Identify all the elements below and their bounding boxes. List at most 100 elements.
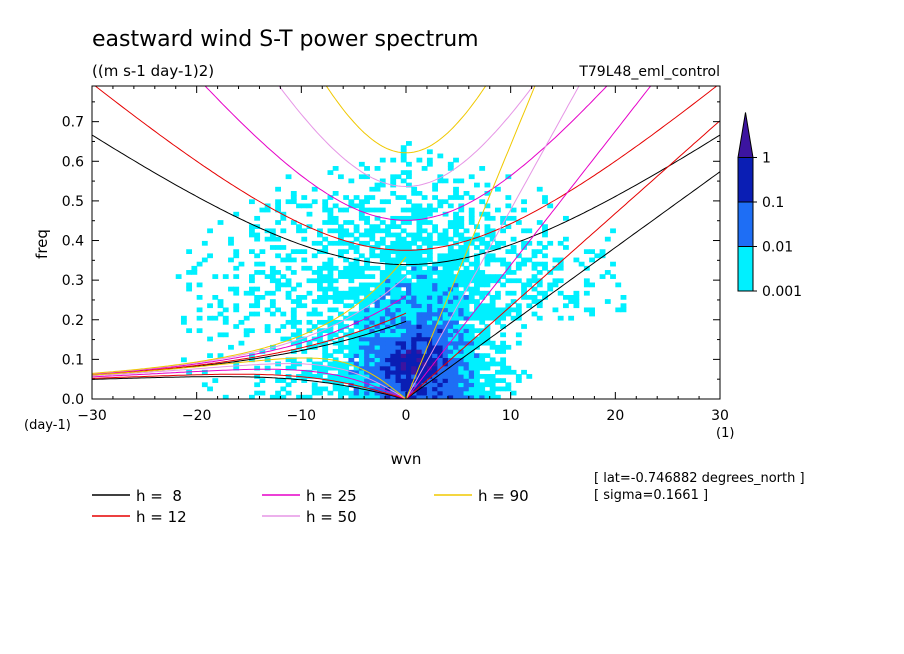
power-cell (269, 278, 276, 284)
power-cell (463, 336, 470, 342)
power-cell (395, 382, 402, 388)
power-cell (411, 265, 418, 271)
power-cell (447, 311, 454, 317)
power-cell (594, 253, 601, 259)
power-cell (458, 394, 465, 399)
power-cell (390, 220, 397, 225)
power-cell (583, 278, 590, 284)
power-cell (458, 253, 465, 259)
power-cell (306, 311, 313, 317)
power-cell (500, 274, 507, 279)
power-cell (327, 328, 334, 334)
colorbar-label: 0.1 (762, 195, 784, 211)
power-cell (432, 374, 438, 379)
power-cell (317, 332, 323, 338)
power-cell (437, 378, 444, 383)
power-cell (390, 336, 397, 342)
power-cell (285, 253, 292, 259)
power-cell (557, 290, 564, 296)
power-cell (254, 236, 261, 242)
power-cell (374, 315, 381, 321)
power-cell (285, 174, 292, 180)
power-cell (390, 394, 397, 399)
power-cell (500, 357, 507, 363)
power-cell (479, 332, 486, 338)
power-cell (421, 303, 428, 309)
power-cell (400, 170, 407, 175)
power-cell (500, 282, 507, 288)
power-cell (374, 340, 381, 346)
power-cell (327, 374, 334, 379)
power-cell (500, 340, 507, 346)
power-cell (510, 299, 517, 304)
power-cell (479, 315, 486, 321)
power-cell (207, 386, 213, 392)
power-cell (505, 174, 512, 180)
power-cell (437, 374, 444, 379)
power-cell (353, 353, 360, 358)
power-cell (400, 357, 407, 363)
power-cell (348, 311, 355, 317)
kelvin-curve (405, 86, 536, 399)
power-cell (296, 344, 302, 350)
power-cell (416, 265, 423, 271)
power-cell (332, 240, 339, 246)
power-cell (563, 236, 569, 242)
power-cell (322, 369, 329, 375)
power-cell (463, 386, 470, 392)
power-cell (348, 261, 355, 267)
power-cell (416, 369, 423, 375)
power-cell (453, 299, 459, 304)
power-cell (379, 228, 386, 234)
power-cell (275, 286, 281, 292)
power-cell (453, 232, 459, 238)
power-cell (437, 324, 444, 329)
power-cell (390, 319, 397, 325)
power-cell (400, 390, 407, 396)
power-cell (453, 357, 459, 363)
power-cell (432, 365, 438, 371)
power-cell (301, 265, 308, 271)
power-cell (390, 270, 397, 275)
power-cell (296, 282, 302, 288)
power-cell (437, 178, 444, 184)
power-cell (489, 378, 496, 383)
power-cell (416, 249, 423, 254)
power-cell (364, 195, 370, 200)
power-cell (254, 261, 261, 267)
power-cell (264, 290, 271, 296)
power-cell (348, 353, 355, 358)
power-cell (578, 261, 585, 267)
power-cell (479, 361, 486, 367)
power-cell (243, 332, 250, 338)
power-cell (348, 378, 355, 383)
power-cell (259, 261, 266, 267)
power-cell (317, 228, 323, 234)
power-cell (515, 374, 522, 379)
power-cell (400, 353, 407, 358)
power-cell (353, 286, 360, 292)
power-cell (285, 257, 292, 263)
power-cell (474, 261, 480, 267)
power-cell (379, 257, 386, 263)
power-cell (254, 303, 261, 309)
power-cell (379, 270, 386, 275)
power-cell (395, 257, 402, 263)
power-cell (395, 245, 402, 250)
power-cell (343, 207, 350, 213)
power-cell (494, 386, 501, 392)
power-cell (222, 332, 229, 338)
power-cell (395, 278, 402, 284)
power-cell (557, 315, 564, 321)
power-cell (432, 311, 438, 317)
power-cell (453, 349, 459, 354)
power-cell (400, 249, 407, 254)
power-cell (322, 349, 329, 354)
power-cell (374, 349, 381, 354)
power-cell (285, 365, 292, 371)
power-cell (426, 319, 433, 325)
power-cell (442, 374, 449, 379)
power-cell (432, 328, 438, 334)
power-cell (400, 386, 407, 392)
power-cell (406, 340, 412, 346)
